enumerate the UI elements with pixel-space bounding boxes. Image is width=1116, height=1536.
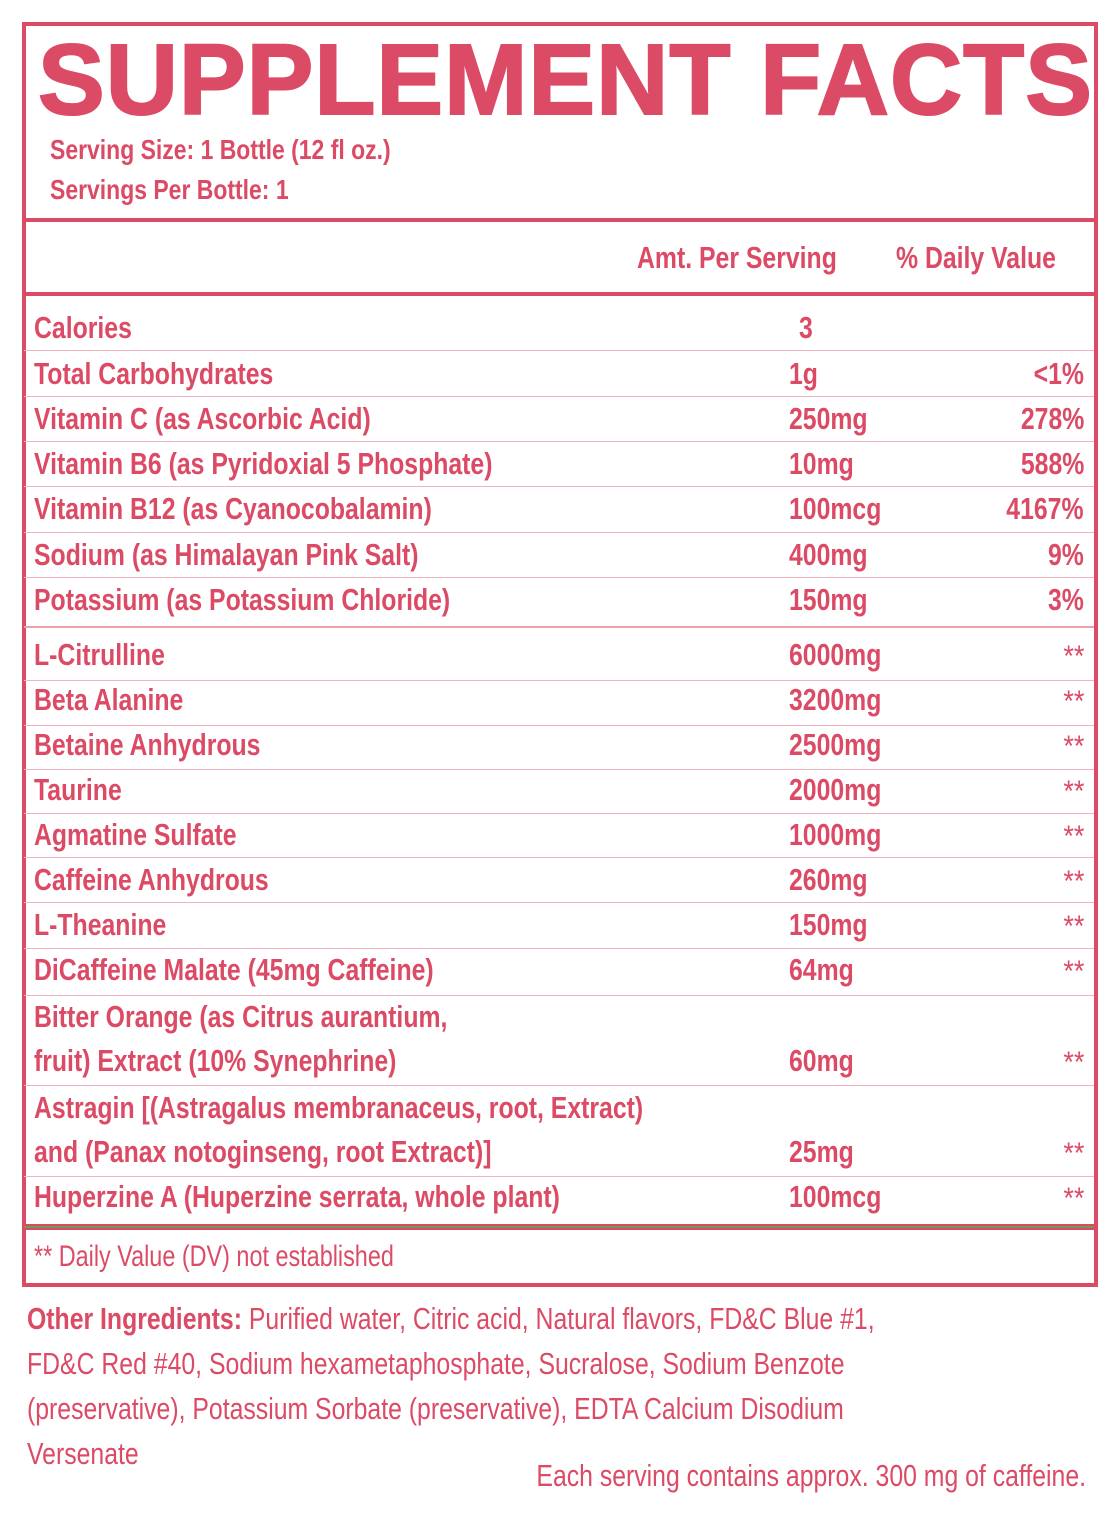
ingredient-name: Agmatine Sulfate <box>34 817 237 852</box>
ingredient-amount: 260mg <box>789 862 868 897</box>
other-ingredients-line-1: Other Ingredients: Purified water, Citri… <box>27 1301 875 1336</box>
nutrient-name: Vitamin B12 (as Cyanocobalamin) <box>34 491 432 526</box>
ingredient-amount: 3200mg <box>789 682 882 717</box>
nutrient-daily-value: <1% <box>1033 356 1084 391</box>
ingredient-amount: 2000mg <box>789 772 882 807</box>
nutrient-daily-value: 588% <box>1020 446 1084 481</box>
other-ingredients-line-4: Versenate <box>27 1436 139 1471</box>
nutrient-name: Total Carbohydrates <box>34 356 274 391</box>
nutrient-amount: 1g <box>789 356 818 391</box>
nutrient-daily-value: 278% <box>1020 401 1084 436</box>
nutrient-amount: 400mg <box>789 537 868 572</box>
other-ingredients: Other Ingredients: Purified water, Citri… <box>27 1296 1067 1476</box>
ingredient-name: Taurine <box>34 772 122 807</box>
ingredient-daily-value: ** <box>1062 820 1084 853</box>
daily-value-footnote: ** Daily Value (DV) not established <box>34 1240 394 1273</box>
row-separator <box>24 577 1094 578</box>
ingredient-daily-value: ** <box>1062 955 1084 988</box>
row-separator <box>24 948 1094 949</box>
row-separator <box>24 532 1094 533</box>
row-separator <box>24 441 1094 442</box>
footnote-divider <box>24 1224 1094 1230</box>
ingredient-name-line-1: Astragin [(Astragalus membranaceus, root… <box>34 1090 644 1125</box>
ingredient-daily-value: ** <box>1062 910 1084 943</box>
caffeine-content-note: Each serving contains approx. 300 mg of … <box>536 1458 1086 1493</box>
column-header-daily-value: % Daily Value <box>896 238 1096 278</box>
nutrient-daily-value: 3% <box>1048 582 1084 617</box>
ingredient-daily-value: ** <box>1062 865 1084 898</box>
nutrient-amount: 3 <box>799 310 813 345</box>
header-divider <box>24 218 1094 222</box>
serving-size: Serving Size: 1 Bottle (12 fl oz.) <box>50 133 465 167</box>
ingredient-name: Huperzine A (Huperzine serrata, whole pl… <box>34 1179 560 1214</box>
row-separator <box>24 680 1094 681</box>
columns-divider <box>24 292 1094 296</box>
column-header-amount: Amt. Per Serving <box>637 238 887 278</box>
nutrient-daily-value: 4167% <box>1006 491 1084 526</box>
other-ingredients-label: Other Ingredients: <box>27 1301 242 1336</box>
nutrient-name: Calories <box>34 310 132 345</box>
nutrient-amount: 250mg <box>789 401 868 436</box>
row-separator <box>24 725 1094 726</box>
row-separator <box>24 857 1094 858</box>
ingredient-amount: 64mg <box>789 952 854 987</box>
ingredient-daily-value: ** <box>1062 1137 1084 1170</box>
column-header-daily-value-text: % Daily Value <box>896 240 1056 275</box>
nutrient-amount: 150mg <box>789 582 868 617</box>
row-separator <box>24 995 1094 996</box>
ingredient-name: L-Citrulline <box>34 637 165 672</box>
panel-title: SUPPLEMENT FACTS <box>37 24 1093 136</box>
ingredient-amount: 2500mg <box>789 727 882 762</box>
ingredient-daily-value: ** <box>1062 640 1084 673</box>
nutrient-daily-value: 9% <box>1048 537 1084 572</box>
nutrient-name: Potassium (as Potassium Chloride) <box>34 582 451 617</box>
nutrient-name: Vitamin C (as Ascorbic Acid) <box>34 401 371 436</box>
row-separator <box>24 1085 1094 1086</box>
ingredient-name-line-2: and (Panax notoginseng, root Extract)] <box>34 1134 492 1169</box>
row-separator <box>24 1176 1094 1177</box>
row-separator <box>24 350 1094 351</box>
ingredient-name: Betaine Anhydrous <box>34 727 261 762</box>
other-ingredients-line-2: FD&C Red #40, Sodium hexametaphosphate, … <box>27 1346 845 1381</box>
row-separator <box>24 396 1094 397</box>
ingredient-amount: 6000mg <box>789 637 882 672</box>
row-separator <box>24 902 1094 903</box>
other-ingredients-line-3: (preservative), Potassium Sorbate (prese… <box>27 1391 844 1426</box>
ingredient-name: Caffeine Anhydrous <box>34 862 269 897</box>
ingredient-amount: 60mg <box>789 1043 854 1078</box>
nutrient-name: Sodium (as Himalayan Pink Salt) <box>34 537 419 572</box>
ingredient-daily-value: ** <box>1062 1182 1084 1215</box>
nutrient-amount: 100mcg <box>789 491 882 526</box>
ingredient-name: DiCaffeine Malate (45mg Caffeine) <box>34 952 434 987</box>
ingredient-daily-value: ** <box>1062 775 1084 808</box>
ingredient-amount: 25mg <box>789 1134 854 1169</box>
servings-per-container-text: Servings Per Bottle: 1 <box>50 174 289 205</box>
ingredient-name: L-Theanine <box>34 907 167 942</box>
row-separator <box>24 486 1094 487</box>
ingredient-amount: 100mcg <box>789 1179 882 1214</box>
nutrient-amount: 10mg <box>789 446 854 481</box>
ingredient-name: Beta Alanine <box>34 682 184 717</box>
column-header-amount-text: Amt. Per Serving <box>637 240 837 275</box>
ingredient-daily-value: ** <box>1062 730 1084 763</box>
servings-per-container: Servings Per Bottle: 1 <box>50 173 341 207</box>
nutrient-name: Vitamin B6 (as Pyridoxial 5 Phosphate) <box>34 446 493 481</box>
row-separator <box>24 813 1094 814</box>
serving-size-text: Serving Size: 1 Bottle (12 fl oz.) <box>50 134 391 165</box>
ingredient-amount: 150mg <box>789 907 868 942</box>
row-separator <box>24 769 1094 770</box>
ingredient-name-line-2: fruit) Extract (10% Synephrine) <box>34 1043 397 1078</box>
supplement-facts-panel <box>22 22 1098 1287</box>
ingredient-name-line-1: Bitter Orange (as Citrus aurantium, <box>34 999 448 1034</box>
section-separator <box>24 626 1094 628</box>
ingredient-daily-value: ** <box>1062 685 1084 718</box>
ingredient-amount: 1000mg <box>789 817 882 852</box>
ingredient-daily-value: ** <box>1062 1046 1084 1079</box>
